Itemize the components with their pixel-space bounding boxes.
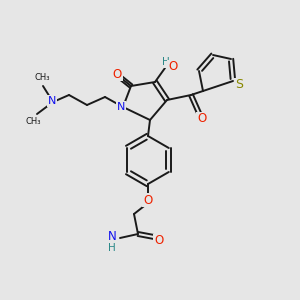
Text: N: N <box>108 230 117 244</box>
Text: CH₃: CH₃ <box>25 116 41 125</box>
Text: CH₃: CH₃ <box>34 74 50 82</box>
Text: N: N <box>117 102 125 112</box>
Text: O: O <box>154 235 164 248</box>
Text: O: O <box>197 112 207 125</box>
Text: O: O <box>168 61 177 74</box>
Text: O: O <box>112 68 122 80</box>
Text: O: O <box>143 194 153 206</box>
Text: S: S <box>235 79 243 92</box>
Text: H: H <box>162 57 170 67</box>
Text: H: H <box>108 243 116 253</box>
Text: N: N <box>48 96 56 106</box>
